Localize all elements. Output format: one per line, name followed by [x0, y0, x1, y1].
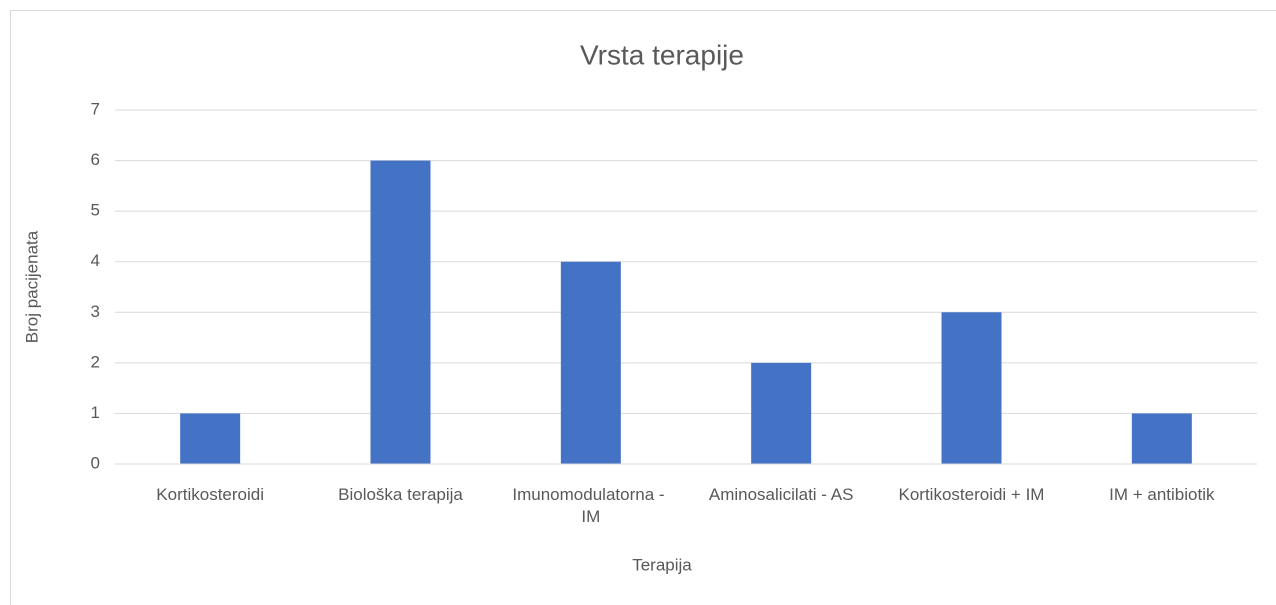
bar: [941, 312, 1002, 464]
y-tick-label: 5: [91, 201, 100, 220]
y-tick-label: 2: [91, 352, 100, 371]
x-tick-label: Kortikosteroidi: [156, 485, 264, 504]
x-tick-label: Biološka terapija: [338, 485, 463, 504]
y-tick-label: 6: [91, 150, 100, 169]
y-tick-label: 1: [91, 403, 100, 422]
y-tick-label: 7: [91, 99, 100, 118]
chart-title: Vrsta terapije: [580, 39, 744, 70]
bar: [751, 362, 812, 464]
bar: [370, 160, 431, 465]
y-tick-label: 0: [91, 453, 100, 472]
bar: [180, 413, 241, 464]
x-tick-label: Aminosalicilati - AS: [709, 485, 854, 504]
bar: [560, 261, 621, 464]
x-tick-label: IM + antibiotik: [1109, 485, 1215, 504]
chart-border: [10, 10, 1276, 605]
bar: [1131, 413, 1192, 464]
x-tick-label: Kortikosteroidi + IM: [899, 485, 1045, 504]
y-axis-label: Broj pacijenata: [22, 230, 41, 343]
y-tick-label: 3: [91, 302, 100, 321]
x-axis-label: Terapija: [632, 555, 692, 574]
x-tick-label: Imunomodulatorna - IM: [512, 485, 669, 526]
y-tick-label: 4: [91, 251, 100, 270]
